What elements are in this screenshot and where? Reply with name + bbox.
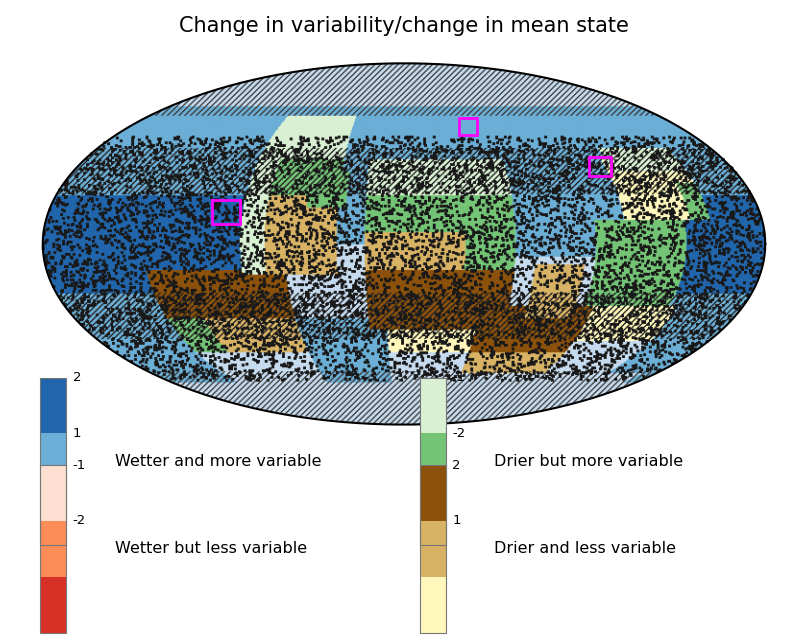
Bar (213, 200, 240, 224)
Text: Wetter but less variable: Wetter but less variable (115, 541, 307, 557)
Bar (420, 489, 446, 545)
Bar (589, 157, 611, 176)
Text: Drier but more variable: Drier but more variable (494, 454, 684, 469)
Text: 1: 1 (452, 514, 461, 528)
Text: Change in variability/change in mean state: Change in variability/change in mean sta… (179, 16, 629, 36)
Bar (420, 377, 446, 545)
Bar (420, 465, 446, 521)
Bar (40, 433, 66, 489)
Bar (420, 377, 446, 433)
Text: Wetter and more variable: Wetter and more variable (115, 454, 322, 469)
Text: -2: -2 (452, 427, 465, 440)
Bar (420, 577, 446, 633)
Bar (40, 521, 66, 577)
Bar (40, 465, 66, 521)
Text: -1: -1 (452, 371, 465, 384)
Bar (40, 577, 66, 633)
Text: Drier and less variable: Drier and less variable (494, 541, 676, 557)
Bar (40, 465, 66, 633)
Bar (420, 521, 446, 577)
Text: -1: -1 (73, 458, 86, 472)
Bar (420, 433, 446, 489)
Text: 2: 2 (73, 371, 82, 384)
Bar (459, 118, 477, 135)
Text: 2: 2 (452, 458, 461, 472)
Text: -2: -2 (73, 514, 86, 528)
Bar (40, 489, 66, 545)
Bar (40, 377, 66, 545)
Bar (420, 465, 446, 633)
Bar (40, 377, 66, 433)
Text: 1: 1 (73, 427, 82, 440)
